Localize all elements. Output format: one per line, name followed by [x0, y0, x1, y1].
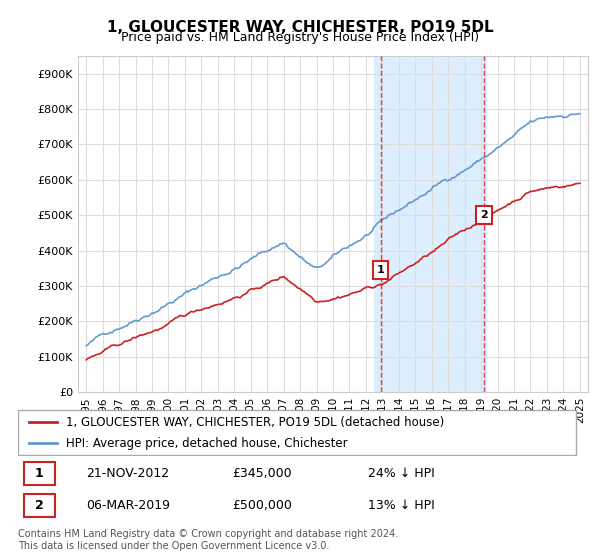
Text: 1: 1 — [35, 467, 44, 480]
Text: 1, GLOUCESTER WAY, CHICHESTER, PO19 5DL (detached house): 1, GLOUCESTER WAY, CHICHESTER, PO19 5DL … — [66, 416, 444, 428]
Text: 06-MAR-2019: 06-MAR-2019 — [86, 499, 170, 512]
FancyBboxPatch shape — [18, 410, 577, 455]
Text: Contains HM Land Registry data © Crown copyright and database right 2024.
This d: Contains HM Land Registry data © Crown c… — [18, 529, 398, 551]
Text: 13% ↓ HPI: 13% ↓ HPI — [368, 499, 434, 512]
Text: £500,000: £500,000 — [232, 499, 292, 512]
Text: 2: 2 — [35, 499, 44, 512]
Text: 1: 1 — [377, 265, 385, 275]
FancyBboxPatch shape — [23, 462, 55, 485]
Text: Price paid vs. HM Land Registry's House Price Index (HPI): Price paid vs. HM Land Registry's House … — [121, 31, 479, 44]
Text: £345,000: £345,000 — [232, 467, 292, 480]
Text: HPI: Average price, detached house, Chichester: HPI: Average price, detached house, Chic… — [66, 437, 347, 450]
FancyBboxPatch shape — [23, 494, 55, 517]
Text: 21-NOV-2012: 21-NOV-2012 — [86, 467, 169, 480]
Text: 1, GLOUCESTER WAY, CHICHESTER, PO19 5DL: 1, GLOUCESTER WAY, CHICHESTER, PO19 5DL — [107, 20, 493, 35]
Text: 2: 2 — [480, 210, 488, 220]
Bar — [374, 56, 486, 392]
Text: 24% ↓ HPI: 24% ↓ HPI — [368, 467, 434, 480]
